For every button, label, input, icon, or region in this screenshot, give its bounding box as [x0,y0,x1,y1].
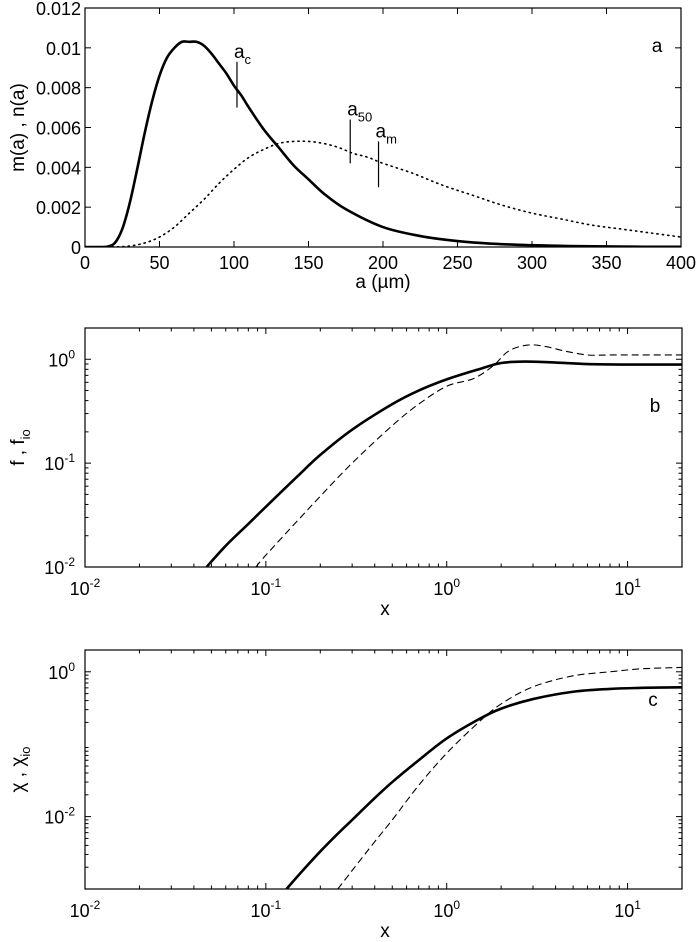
x-tick-label: 250 [442,253,472,273]
plot-frame [84,7,682,248]
y-tick-label: 10-1 [44,451,75,474]
x-tick-label: 200 [368,253,398,273]
y-axis-label: m(a) , n(a) [8,83,29,172]
y-tick-label: 0.006 [36,119,81,139]
tick-labels: 10-2 10-1 100 101 10-2 100 [44,660,641,921]
x-tick-label: 300 [517,253,547,273]
axis-ticks [84,650,682,889]
annotation-label: ac [234,42,252,67]
y-tick-label: 0.01 [46,39,81,59]
x-tick-label: 350 [591,253,621,273]
x-tick-label: 400 [666,253,696,273]
panel-label: b [650,396,661,417]
y-tick-label: 0.002 [36,198,81,218]
x-tick-label: 10-1 [251,576,282,599]
x-tick-label: 10-2 [70,898,101,921]
y-tick-label: 10-2 [44,555,75,578]
x-tick-label: 100 [433,898,460,921]
series-line-na-solid [85,40,681,247]
y-axis-label: f , fio [8,429,33,466]
y-tick-label: 10-2 [44,805,75,828]
plot-frame [84,327,683,568]
series-line-io-dashed [337,666,682,889]
panel-c: 10-2 10-1 100 101 10-2 100 x χ , χio c [8,649,683,942]
annotation-label: am [376,121,397,146]
series-line-f-solid [205,360,682,567]
annotation-marker-am: am [376,121,397,188]
panel-label: a [652,36,663,57]
panel-label: c [648,690,658,711]
y-axis-label: χ , χio [8,747,33,793]
x-tick-label: 10-1 [251,898,282,921]
y-tick-label: 0.008 [36,79,81,99]
series-line-ma-dotted [85,140,681,247]
x-tick-label: 101 [614,898,641,921]
tick-labels: 0 50 100 150 200 250 300 350 400 0 0.002 0.004 0.006… [36,0,696,273]
y-tick-label: 0 [71,238,81,258]
x-tick-label: 150 [293,253,323,273]
x-axis-label: a (µm) [355,272,410,293]
x-tick-label: 0 [80,253,90,273]
series-group [205,344,682,567]
annotation-label: a50 [347,100,372,125]
annotation-marker-a50: a50 [347,100,372,164]
x-tick-label: 10-2 [70,576,101,599]
x-tick-label: 100 [433,576,460,599]
x-axis-label: x [380,921,390,942]
tick-labels: 10-2 10-1 100 101 10-2 10-1 100 [44,347,641,599]
panel-a: 0 50 100 150 200 250 300 350 400 0 0.002 0.004 0.006… [8,0,696,293]
x-tick-label: 101 [614,576,641,599]
x-tick-label: 50 [149,253,169,273]
series-group [285,666,682,889]
y-tick-label: 100 [48,347,75,370]
x-axis-label: x [380,599,390,620]
y-tick-label: 0.004 [36,158,81,178]
series-line--solid [285,686,682,889]
annotation-marker-ac: ac [234,42,252,108]
series-group [85,40,681,247]
y-tick-label: 100 [48,660,75,683]
x-tick-label: 100 [219,253,249,273]
series-line-fio-dashed [255,344,682,567]
panel-b: 10-2 10-1 100 101 10-2 10-1 100 x f , fio b [8,327,683,620]
plot-frame [84,649,683,890]
y-tick-label: 0.012 [36,0,81,19]
